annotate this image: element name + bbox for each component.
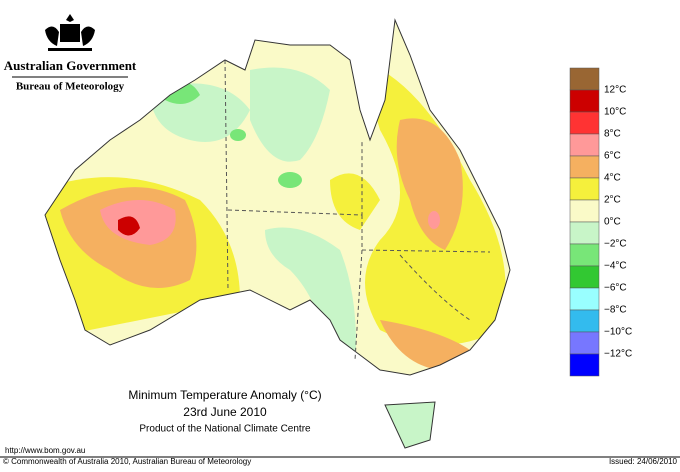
url: http://www.bom.gov.au (5, 446, 85, 455)
legend-label: 12°C (604, 85, 626, 96)
copyright: © Commonwealth of Australia 2010, Austra… (3, 457, 251, 466)
legend-swatch (569, 265, 600, 289)
issued: Issued: 24/06/2010 (609, 457, 678, 466)
legend-label: −6°C (604, 283, 627, 294)
coastline (44, 18, 511, 376)
legend-swatch (569, 111, 600, 135)
legend-label: 2°C (604, 195, 621, 206)
legend-swatch (569, 309, 600, 333)
legend-swatch (569, 243, 600, 267)
legend-swatch (569, 221, 600, 245)
legend-swatch (569, 67, 600, 91)
legend-swatch (569, 353, 600, 377)
legend-label: −8°C (604, 305, 627, 316)
legend-label: 0°C (604, 217, 621, 228)
legend-swatch (569, 287, 600, 311)
bureau-name: Bureau of Meteorology (16, 81, 125, 93)
state-borders (224, 59, 491, 361)
legend-swatch (569, 331, 600, 355)
government-name: Australian Government (4, 58, 137, 73)
legend-label: −2°C (604, 239, 627, 250)
legend-label: 8°C (604, 129, 621, 140)
legend-label: −12°C (604, 349, 632, 360)
legend-swatch (569, 177, 600, 201)
legend-label: 4°C (604, 173, 621, 184)
tasmania (384, 401, 436, 449)
legend-swatch (569, 199, 600, 223)
map-date: 23rd June 2010 (183, 405, 267, 419)
legend-swatch (569, 133, 600, 157)
map-title: Minimum Temperature Anomaly (°C) (128, 388, 321, 402)
crest (45, 14, 95, 51)
legend-swatch (569, 89, 600, 113)
legend: 12°C 10°C 8°C 6°C 4°C 2°C 0°C −2°C −4°C −6°C −8°C −… (569, 67, 632, 377)
legend-swatch (569, 155, 600, 179)
legend-label: 6°C (604, 151, 621, 162)
legend-label: 10°C (604, 107, 626, 118)
map-product: Product of the National Climate Centre (139, 424, 311, 435)
legend-label: −10°C (604, 327, 632, 338)
legend-label: −4°C (604, 261, 627, 272)
